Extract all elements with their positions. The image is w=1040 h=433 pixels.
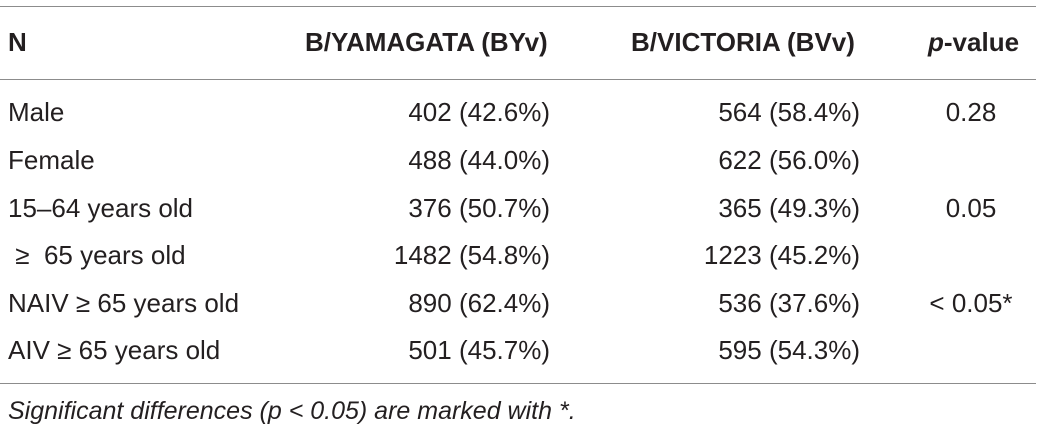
- row-bvv: 365 (49.3%): [718, 193, 860, 223]
- row-p-value: 0.28: [945, 97, 997, 127]
- row-byv: 501 (45.7%): [408, 335, 550, 365]
- header-p-italic: p: [928, 27, 944, 57]
- table-footnote: Significant differences (p < 0.05) are m…: [8, 397, 576, 425]
- table-top-rule: [0, 6, 1036, 7]
- table-row: NAIV ≥ 65 years old 890 (62.4%) 536 (37.…: [0, 283, 1040, 323]
- row-p-value: 0.05: [945, 193, 997, 223]
- row-bvv: 622 (56.0%): [718, 145, 860, 175]
- header-p-value: p-value: [928, 22, 1019, 62]
- table-header-row: N B/YAMAGATA (BYv) B/VICTORIA (BVv) p-va…: [0, 22, 1040, 62]
- row-bvv: 1223 (45.2%): [703, 240, 860, 270]
- table-row: 15–64 years old 376 (50.7%) 365 (49.3%) …: [0, 188, 1040, 228]
- row-bvv: 595 (54.3%): [718, 335, 860, 365]
- row-byv: 1482 (54.8%): [393, 240, 550, 270]
- header-bvv: B/VICTORIA (BVv): [631, 27, 855, 57]
- table-row: AIV ≥ 65 years old 501 (45.7%) 595 (54.3…: [0, 330, 1040, 370]
- row-bvv: 536 (37.6%): [718, 288, 860, 318]
- row-bvv: 564 (58.4%): [718, 97, 860, 127]
- table-row: ≥ 65 years old 1482 (54.8%) 1223 (45.2%): [0, 235, 1040, 275]
- row-byv: 402 (42.6%): [408, 97, 550, 127]
- header-n: N: [8, 27, 27, 57]
- row-label: 15–64 years old: [8, 193, 194, 223]
- table-bottom-rule: [0, 383, 1036, 384]
- row-label: Female: [8, 145, 95, 175]
- row-label: Male: [8, 97, 65, 127]
- table-header-rule: [0, 79, 1036, 80]
- row-label: AIV ≥ 65 years old: [8, 335, 221, 365]
- row-label: ≥ 65 years old: [8, 240, 186, 270]
- row-label: NAIV ≥ 65 years old: [8, 288, 240, 318]
- row-p-value: < 0.05*: [929, 288, 1013, 318]
- row-byv: 376 (50.7%): [408, 193, 550, 223]
- table-row: Female 488 (44.0%) 622 (56.0%): [0, 140, 1040, 180]
- row-byv: 890 (62.4%): [408, 288, 550, 318]
- header-p-rest: -value: [943, 27, 1020, 57]
- table-row: Male 402 (42.6%) 564 (58.4%) 0.28: [0, 92, 1040, 132]
- row-byv: 488 (44.0%): [408, 145, 550, 175]
- header-byv: B/YAMAGATA (BYv): [305, 27, 548, 57]
